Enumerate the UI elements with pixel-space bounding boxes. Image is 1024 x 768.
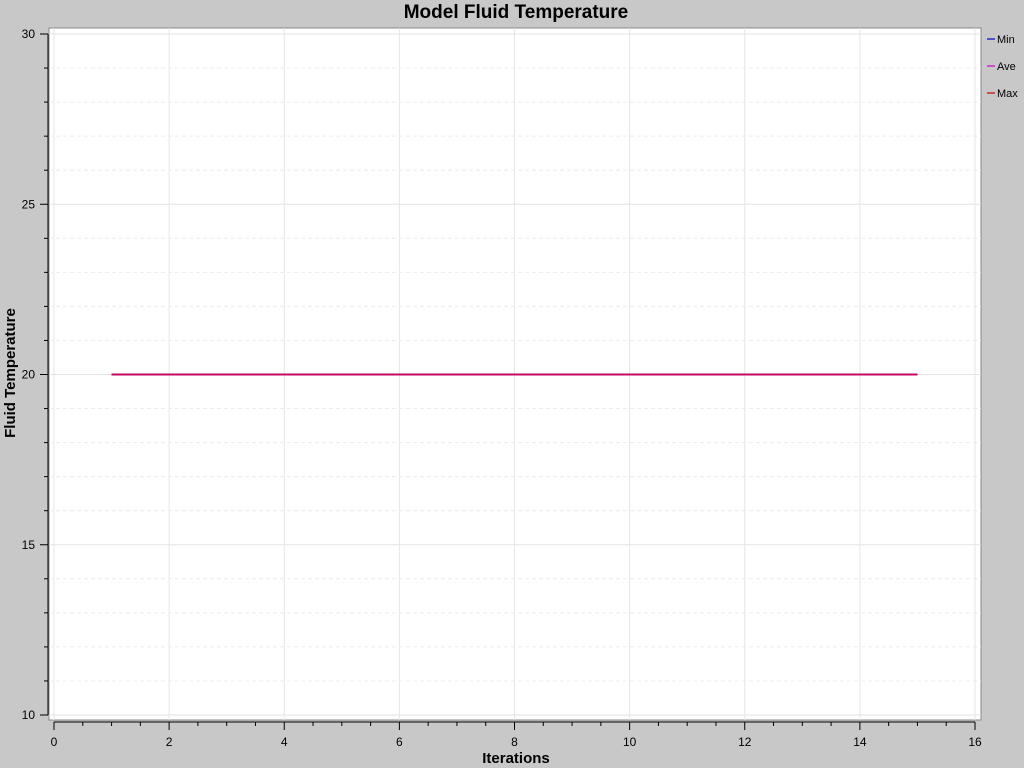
x-tick-label: 2 (166, 735, 173, 749)
x-tick-label: 16 (968, 735, 982, 749)
y-tick-label: 25 (22, 197, 36, 211)
x-tick-label: 10 (623, 735, 637, 749)
x-tick-label: 4 (281, 735, 288, 749)
chart-title: Model Fluid Temperature (404, 2, 629, 23)
legend-label-max: Max (997, 88, 1018, 100)
x-tick-label: 12 (738, 735, 752, 749)
y-tick-label: 20 (22, 368, 36, 382)
y-tick-label: 30 (22, 27, 36, 41)
x-tick-label: 0 (51, 735, 58, 749)
x-tick-label: 14 (853, 735, 867, 749)
y-tick-label: 15 (22, 538, 36, 552)
x-tick-label: 6 (396, 735, 403, 749)
x-axis-title: Iterations (482, 750, 550, 767)
y-axis-title: Fluid Temperature (2, 308, 19, 438)
legend-label-ave: Ave (997, 61, 1016, 73)
y-tick-label: 10 (22, 708, 36, 722)
x-tick-label: 8 (511, 735, 518, 749)
legend: Min Ave Max (987, 34, 1018, 100)
legend-label-min: Min (997, 34, 1015, 46)
grid-layer (49, 28, 981, 720)
axis-layer: 10 15 20 25 30 0 2 4 6 8 10 12 14 16 (22, 27, 982, 749)
